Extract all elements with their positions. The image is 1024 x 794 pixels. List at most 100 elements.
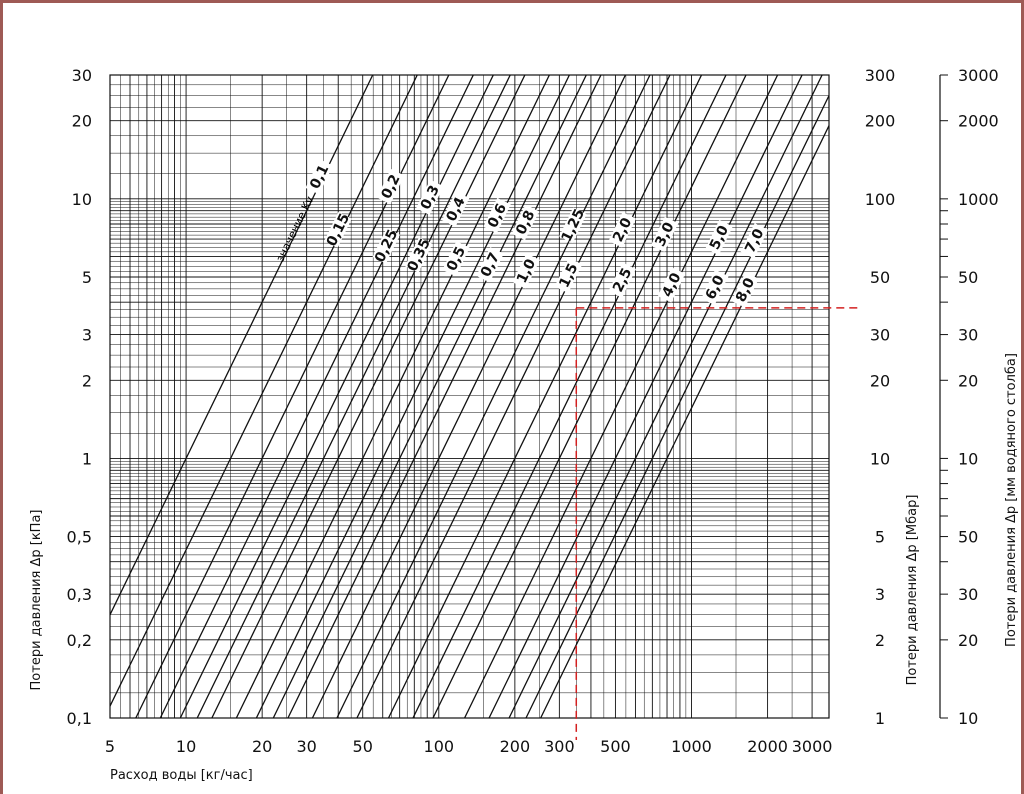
kv-label: 0,7 (476, 247, 504, 283)
kv-line (196, 75, 511, 718)
x-tick-label: 5 (105, 737, 115, 756)
kv-label: 0,35 (404, 236, 434, 274)
y-tick-label-mbar: 20 (870, 371, 890, 390)
y-tick-label-mmwc: 20 (958, 371, 978, 390)
y-tick-label-mbar: 2 (875, 631, 885, 650)
y-tick-label-mmwc: 2000 (958, 112, 999, 131)
kv-label-bg (559, 207, 587, 243)
kv-label-bg (701, 269, 729, 306)
kv-label-bg (441, 191, 470, 227)
y-tick-label-mbar: 100 (865, 190, 896, 209)
y-tick-label-mbar: 50 (870, 268, 890, 287)
x-tick-label: 2000 (747, 737, 788, 756)
kv-line (540, 124, 829, 718)
kv-label: 8,0 (731, 272, 759, 308)
kv-label: 0,2 (376, 168, 405, 205)
y-tick-label-mmwc: 10 (958, 709, 978, 728)
kv-line (159, 75, 474, 718)
kv-label-bg (608, 262, 637, 298)
kv-line (525, 94, 829, 718)
y-tick-label-kpa: 2 (82, 371, 92, 390)
y-tick-label-mbar: 1 (875, 709, 885, 728)
y-tick-label-mbar: 300 (865, 66, 896, 85)
kv-label-bg (608, 212, 637, 248)
kv-label: 2,0 (608, 212, 637, 248)
kv-label-bg (305, 159, 334, 195)
kv-label-bg (376, 168, 405, 205)
x-tick-label: 500 (600, 737, 631, 756)
kv-label: 0,4 (441, 191, 470, 227)
x-tick-label: 10 (176, 737, 196, 756)
kv-line (211, 75, 526, 718)
x-tick-label: 100 (424, 737, 455, 756)
kv-line (336, 75, 651, 718)
kv-label-text: 0,35 (404, 236, 434, 274)
kv-line (508, 75, 823, 718)
kv-label: 0,25 (372, 227, 402, 265)
x-tick-label: 20 (252, 737, 272, 756)
y-tick-label-kpa: 0,5 (67, 528, 92, 547)
kv-line (463, 75, 779, 718)
kv-line (311, 75, 627, 718)
y-axis-title-kpa: Потери давления Δp [кПа] (29, 510, 44, 691)
y-tick-label-mmwc: 3000 (958, 66, 999, 85)
y-tick-label-kpa: 1 (82, 449, 92, 468)
kv-label-bg (476, 247, 504, 283)
y-tick-label-kpa: 20 (72, 112, 92, 131)
y-tick-label-mmwc: 30 (958, 585, 978, 604)
kv-line (110, 75, 418, 708)
kv-label-bg (650, 216, 679, 253)
kv-line (387, 75, 703, 718)
plot-border (109, 74, 830, 719)
y-tick-label-mmwc: 50 (958, 268, 978, 287)
kv-label: 7,0 (740, 223, 769, 259)
kv-label-text: 0,25 (372, 227, 402, 265)
kv-line (179, 75, 494, 718)
x-axis-title: Расход воды [кг/час] (110, 768, 253, 783)
kv-label-bg (512, 253, 540, 289)
y-tick-label-mmwc: 1000 (958, 190, 999, 209)
x-tick-label: 50 (353, 737, 373, 756)
kv-label: 5,0 (705, 219, 733, 256)
y-axis-title-mbar: Потери давления Δp [Мбар] (905, 495, 920, 686)
kv-label-bg (511, 204, 540, 241)
y-tick-label-kpa: 0,2 (67, 631, 92, 650)
kv-line (272, 75, 587, 718)
kv-line (135, 75, 450, 718)
y-tick-label-mmwc: 50 (958, 528, 978, 547)
y-tick-label-mmwc: 10 (958, 449, 978, 468)
kv-label: 2,5 (608, 262, 637, 298)
kv-label-bg (405, 237, 433, 273)
kv-label-bg (483, 197, 511, 234)
y-tick-label-mbar: 30 (870, 326, 890, 345)
kv-label-bg (705, 219, 733, 256)
kv-label: 0,5 (442, 241, 470, 277)
kv-line (287, 75, 602, 718)
y-tick-label-mbar: 200 (865, 112, 896, 131)
y-tick-label-kpa: 10 (72, 190, 92, 209)
kv-label-bg (372, 228, 400, 264)
x-tick-label: 30 (296, 737, 316, 756)
y-tick-label-mmwc: 30 (958, 326, 978, 345)
kv-label: 4,0 (657, 267, 686, 303)
y-tick-label-mbar: 5 (875, 528, 885, 547)
kv-label-bg (324, 212, 352, 248)
y-tick-label-kpa: 0,1 (67, 709, 92, 728)
y-tick-label-mbar: 10 (870, 449, 890, 468)
y-tick-label-kpa: 0,3 (67, 585, 92, 604)
y-tick-label-mbar: 3 (875, 585, 885, 604)
y-tick-label-kpa: 3 (82, 326, 92, 345)
kv-label-bg (657, 267, 686, 303)
kv-line (412, 75, 727, 718)
kv-label-bg (416, 179, 444, 215)
x-tick-label: 3000 (792, 737, 833, 756)
y-tick-label-kpa: 30 (72, 66, 92, 85)
kv-line (488, 75, 803, 718)
kv-label-bg (740, 223, 769, 259)
kv-line (235, 75, 550, 718)
kv-caption: значение Kv (273, 194, 316, 264)
kv-line (356, 75, 671, 718)
